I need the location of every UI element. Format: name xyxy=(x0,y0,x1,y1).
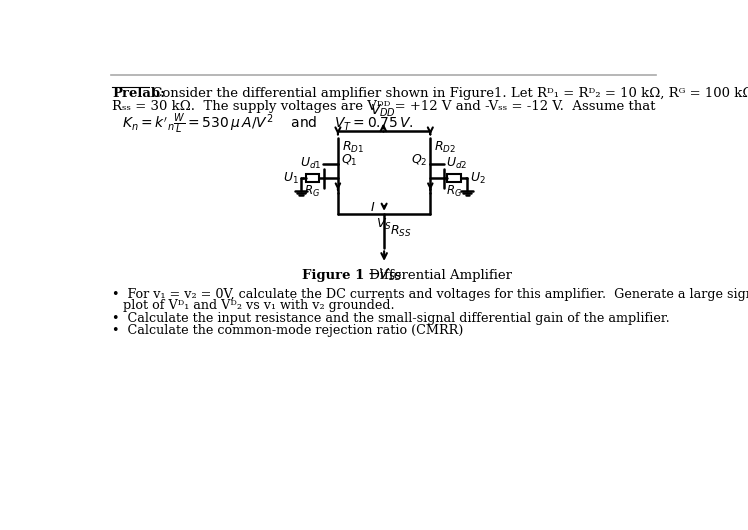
Text: $R_G$: $R_G$ xyxy=(446,184,462,199)
Text: $Q_2$: $Q_2$ xyxy=(411,153,427,167)
Text: $R_G$: $R_G$ xyxy=(304,184,321,199)
Text: Consider the differential amplifier shown in Figure1. Let Rᴰ₁ = Rᴰ₂ = 10 kΩ, Rᴳ : Consider the differential amplifier show… xyxy=(149,87,748,100)
Text: $Q_1$: $Q_1$ xyxy=(341,153,358,167)
Text: Rₛₛ = 30 kΩ.  The supply voltages are Vᴰᴰ = +12 V and -Vₛₛ = -12 V.  Assume that: Rₛₛ = 30 kΩ. The supply voltages are Vᴰᴰ… xyxy=(112,100,656,113)
Bar xyxy=(447,174,461,182)
Text: $U_2$: $U_2$ xyxy=(470,171,485,186)
Text: $I$: $I$ xyxy=(370,201,375,214)
Text: Differential Amplifier: Differential Amplifier xyxy=(365,269,512,282)
Text: $K_n = k'_n \frac{W}{L} = 530\,\mu\, A/V^2$    and    $V_T = 0.75\,V.$: $K_n = k'_n \frac{W}{L} = 530\,\mu\, A/V… xyxy=(123,112,414,136)
Text: $V_S$: $V_S$ xyxy=(376,217,392,232)
Text: $U_{d1}$: $U_{d1}$ xyxy=(299,156,321,171)
Text: $-V_{SS}$: $-V_{SS}$ xyxy=(367,266,402,282)
Bar xyxy=(306,174,319,182)
Text: •  Calculate the input resistance and the small-signal differential gain of the : • Calculate the input resistance and the… xyxy=(112,312,670,324)
Text: $R_{D1}$: $R_{D1}$ xyxy=(342,140,364,155)
Text: Figure 1: Figure 1 xyxy=(302,269,365,282)
Text: plot of Vᴰ₁ and Vᴰ₂ vs v₁ with v₂ grounded.: plot of Vᴰ₁ and Vᴰ₂ vs v₁ with v₂ ground… xyxy=(123,299,395,312)
Text: $R_{D2}$: $R_{D2}$ xyxy=(434,140,456,155)
Text: $U_{d2}$: $U_{d2}$ xyxy=(446,156,467,171)
Text: $U_1$: $U_1$ xyxy=(283,171,298,186)
Text: •  For v₁ = v₂ = 0V, calculate the DC currents and voltages for this amplifier. : • For v₁ = v₂ = 0V, calculate the DC cur… xyxy=(112,288,748,302)
Text: •  Calculate the common-mode rejection ratio (CMRR): • Calculate the common-mode rejection ra… xyxy=(112,324,464,337)
Text: Prelab:: Prelab: xyxy=(112,87,165,100)
Text: $R_{SS}$: $R_{SS}$ xyxy=(390,224,412,238)
Text: $V_{DD}$: $V_{DD}$ xyxy=(370,103,396,119)
